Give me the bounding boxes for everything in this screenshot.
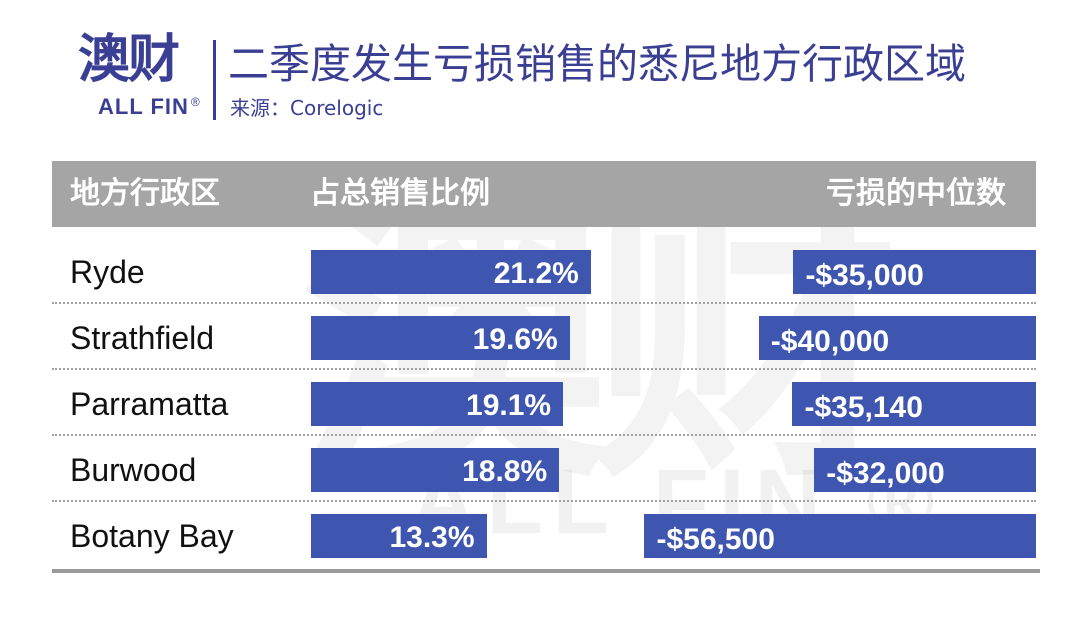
- header-divider: [213, 40, 216, 120]
- share-bar: [311, 448, 560, 492]
- row-separator: [52, 302, 1036, 304]
- median-loss-bar: [644, 514, 1036, 558]
- share-value-label: 19.1%: [466, 389, 552, 422]
- region-label: Burwood: [70, 452, 197, 488]
- row-separator: [52, 368, 1036, 370]
- region-label: Strathfield: [70, 320, 215, 356]
- source-note: 来源：Corelogic: [230, 96, 384, 120]
- logo-chinese-text: 澳财: [78, 30, 180, 90]
- median-loss-value-label: -$35,140: [804, 391, 923, 424]
- share-value-label: 19.6%: [472, 323, 558, 356]
- share-bar: [311, 316, 570, 360]
- row-separator: [52, 434, 1036, 436]
- share-value-label: 13.3%: [389, 521, 475, 554]
- share-value-label: 18.8%: [462, 455, 548, 488]
- share-bar: [311, 382, 564, 426]
- region-label: Parramatta: [70, 386, 229, 422]
- median-loss-value-label: -$40,000: [770, 325, 890, 358]
- column-header-region: 地方行政区: [70, 176, 220, 211]
- region-label: Botany Bay: [70, 518, 234, 554]
- share-bar: [311, 250, 591, 294]
- column-header-median-loss: 亏损的中位数: [826, 176, 1006, 211]
- median-loss-value-label: -$32,000: [826, 457, 945, 490]
- median-loss-bar: [792, 382, 1036, 426]
- chart-title: 二季度发生亏损销售的悉尼地方行政区域: [228, 40, 966, 88]
- median-loss-value-label: -$56,500: [656, 523, 775, 556]
- logo-english-text: ALL FIN ®: [98, 94, 201, 120]
- median-loss-bar: [814, 448, 1036, 492]
- column-header-share: 占总销售比例: [310, 176, 490, 211]
- table-header: 地方行政区 占总销售比例 亏损的中位数: [52, 161, 1036, 227]
- median-loss-bar: [793, 250, 1036, 294]
- share-bar: [311, 514, 487, 558]
- table-bottom-rule: [52, 569, 1040, 573]
- row-separator: [52, 500, 1036, 502]
- allfin-logo: 澳财 ALL FIN ®: [78, 30, 206, 122]
- median-loss-bar: [758, 316, 1036, 360]
- logo-english-name: ALL FIN: [98, 94, 189, 119]
- logo-registered-mark: ®: [190, 94, 201, 109]
- share-value-label: 21.2%: [493, 257, 579, 290]
- median-loss-value-label: -$35,000: [805, 259, 924, 292]
- region-label: Ryde: [70, 254, 145, 290]
